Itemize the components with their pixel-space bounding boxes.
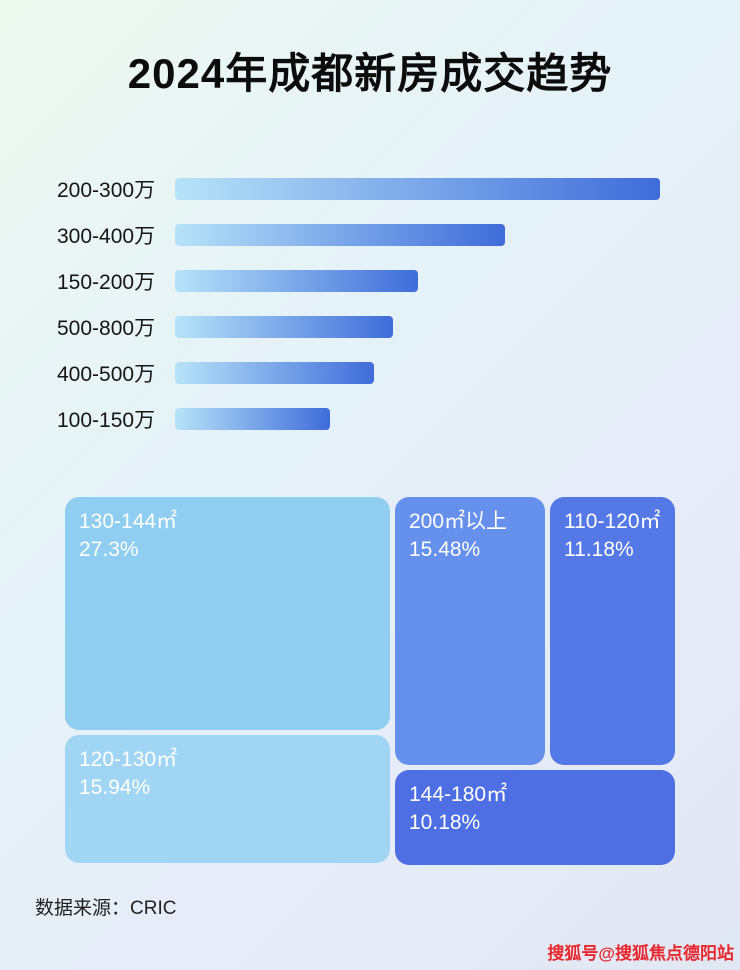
page-title: 2024年成都新房成交趋势 [127,50,613,97]
treemap-block: 110-120㎡ 11.18% [550,497,675,765]
treemap-block-label: 120-130㎡ [79,748,178,771]
bar [175,408,330,430]
bar-category-label: 150-200万 [57,271,156,294]
area-share-treemap: 130-144㎡ 27.3% 120-130㎡ 15.94% 200㎡以上 15.48% 1… [0,497,740,869]
treemap-block-percent: 27.3% [79,538,139,562]
data-source-label: 数据来源：CRIC [35,898,177,919]
bar-row: 100-150万 [57,408,707,432]
treemap-block: 144-180㎡ 10.18% [395,770,675,865]
bar-row: 300-400万 [57,224,707,248]
treemap-block: 130-144㎡ 27.3% [65,497,390,730]
bar [175,224,505,246]
treemap-block-label: 110-120㎡ [564,510,661,533]
bar-category-label: 300-400万 [57,225,156,248]
bar [175,178,660,200]
treemap-block-percent: 11.18% [564,538,634,562]
bar-category-label: 100-150万 [57,409,156,432]
treemap-block: 120-130㎡ 15.94% [65,735,390,863]
watermark-text: 搜狐号@搜狐焦点德阳站 [547,944,734,963]
bar-row: 200-300万 [57,178,707,202]
price-band-bar-chart: 200-300万 300-400万 150-200万 500-800万 400-500万… [57,178,707,454]
bar-category-label: 500-800万 [57,317,156,340]
treemap-block-label: 200㎡以上 [409,510,508,533]
bar-row: 150-200万 [57,270,707,294]
bar-row: 400-500万 [57,362,707,386]
bar [175,270,418,292]
treemap-block: 200㎡以上 15.48% [395,497,545,765]
treemap-block-percent: 15.48% [409,538,481,562]
bar-category-label: 200-300万 [57,179,156,202]
bar-row: 500-800万 [57,316,707,340]
bar [175,362,374,384]
treemap-block-label: 130-144㎡ [79,510,178,533]
treemap-block-percent: 10.18% [409,811,481,835]
treemap-block-percent: 15.94% [79,776,151,800]
bar [175,316,393,338]
treemap-block-label: 144-180㎡ [409,783,508,806]
bar-category-label: 400-500万 [57,363,156,386]
